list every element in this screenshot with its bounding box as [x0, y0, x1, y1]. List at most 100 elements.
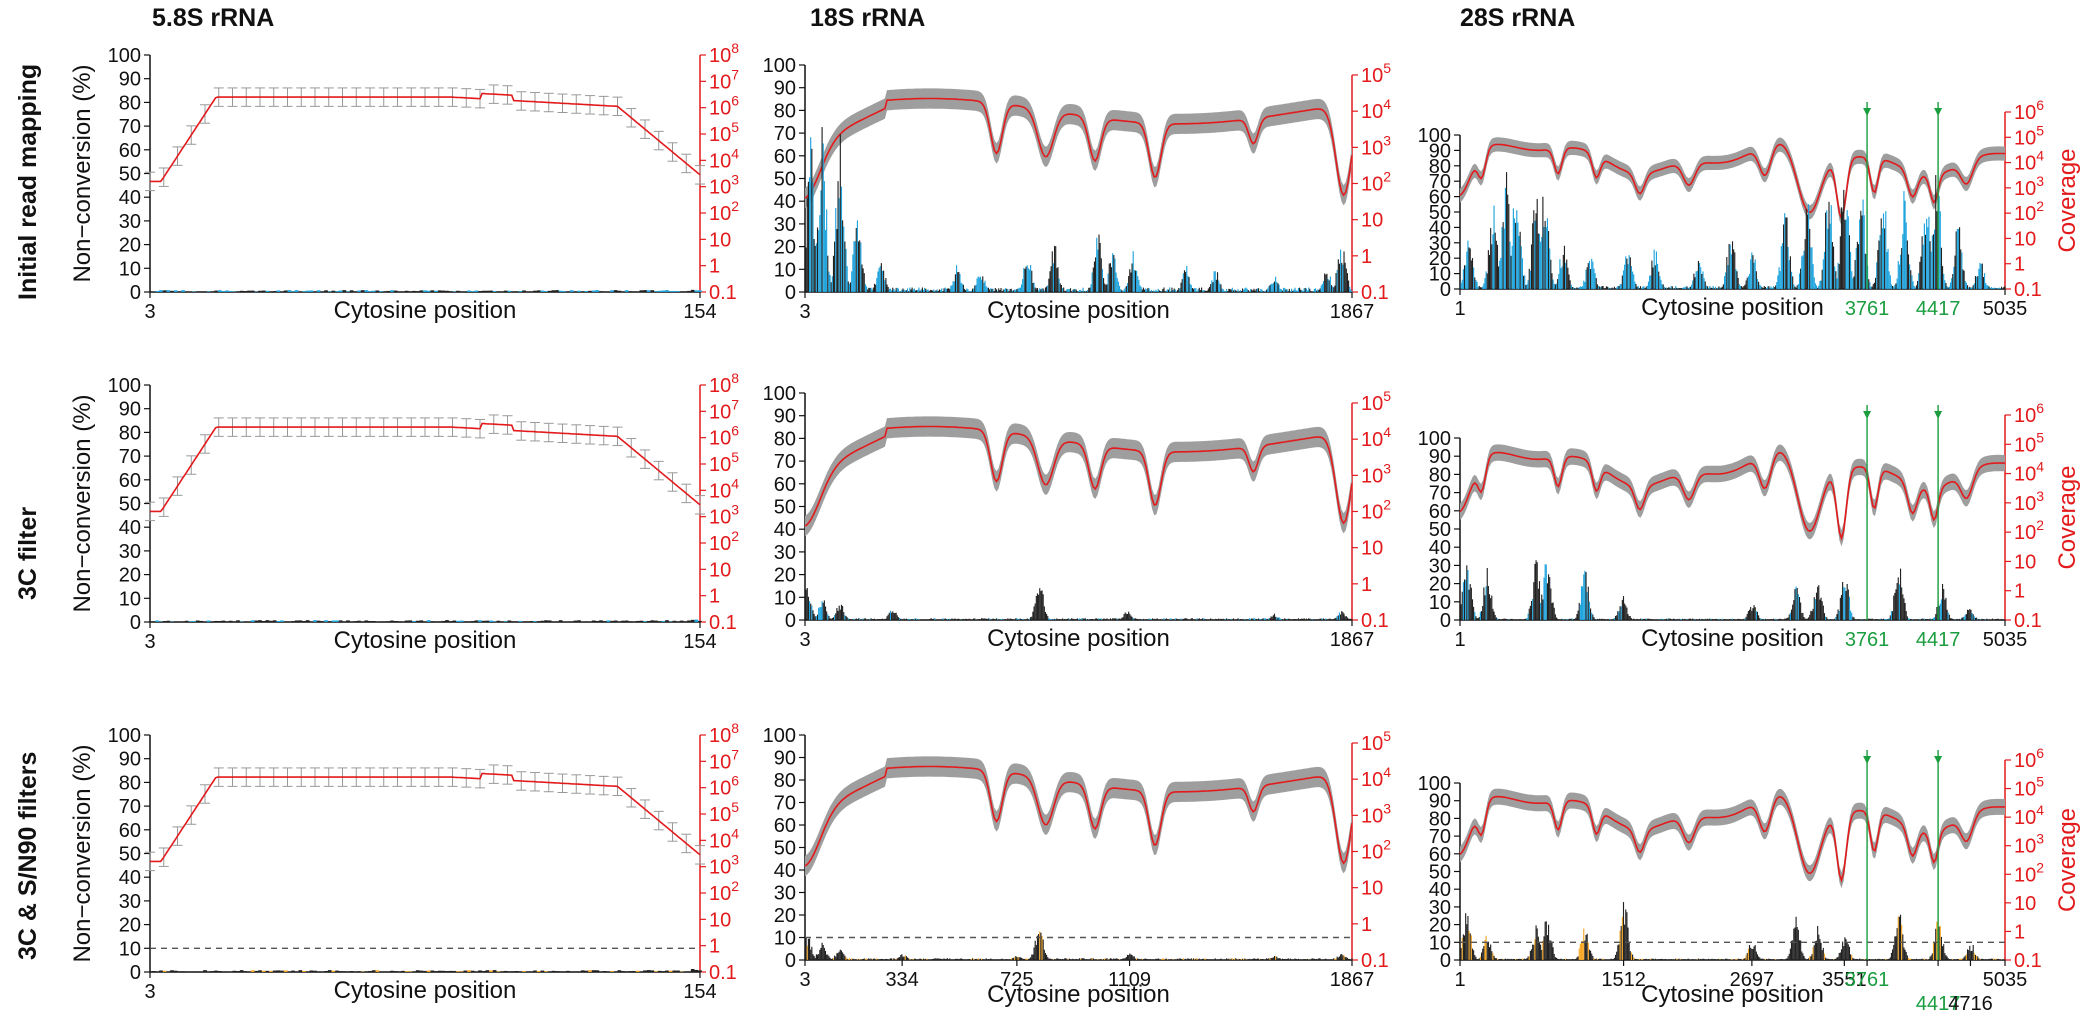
- nonconversion-bar: [1804, 958, 1806, 960]
- x-tick-label: 2697: [1730, 969, 1775, 991]
- nonconversion-bar: [1934, 229, 1936, 289]
- nonconversion-bar: [854, 619, 856, 620]
- nonconversion-bar: [880, 958, 882, 960]
- nonconversion-bar: [1269, 285, 1271, 292]
- nonconversion-bar: [1590, 269, 1592, 289]
- nonconversion-bar: [254, 620, 259, 622]
- nonconversion-bar: [1906, 240, 1908, 289]
- nonconversion-bar: [1909, 958, 1911, 960]
- nonconversion-bar: [1964, 614, 1966, 620]
- nonconversion-bar: [1787, 246, 1789, 289]
- nonconversion-bar: [540, 620, 545, 622]
- nonconversion-bar: [1017, 288, 1019, 292]
- nonconversion-bar: [940, 289, 942, 292]
- nonconversion-bar: [1675, 286, 1677, 289]
- nonconversion-bar: [1555, 283, 1558, 289]
- nonconversion-bar: [822, 143, 824, 292]
- nonconversion-bar: [880, 619, 882, 620]
- nonconversion-bar: [1633, 274, 1635, 289]
- nonconversion-bar: [1970, 287, 1972, 289]
- nonconversion-bar: [851, 271, 853, 292]
- nonconversion-bar: [889, 610, 892, 620]
- nonconversion-bar: [1165, 958, 1167, 960]
- nonconversion-bar: [1199, 619, 1202, 620]
- nonconversion-bar: [1878, 619, 1880, 620]
- nonconversion-bar: [827, 614, 829, 620]
- nonconversion-bar: [1946, 956, 1948, 960]
- nonconversion-bar: [928, 959, 930, 960]
- nonconversion-bar: [851, 619, 853, 620]
- nonconversion-bar: [1469, 248, 1471, 289]
- nonconversion-bar: [1083, 958, 1085, 960]
- nonconversion-bar: [992, 288, 994, 292]
- nonconversion-bar: [1230, 289, 1232, 292]
- nonconversion-bar: [938, 289, 941, 292]
- nonconversion-bar: [1775, 618, 1777, 620]
- nonconversion-bar: [1834, 266, 1836, 289]
- nonconversion-bar: [1827, 619, 1829, 620]
- nonconversion-bar: [810, 949, 812, 960]
- nonconversion-bar: [1231, 287, 1233, 292]
- nonconversion-bar: [1739, 619, 1742, 620]
- nonconversion-bar: [1344, 616, 1346, 620]
- nonconversion-bar: [1737, 958, 1739, 960]
- nonconversion-bar: [815, 954, 817, 960]
- nonconversion-bar: [1678, 958, 1680, 960]
- nonconversion-bar: [1926, 959, 1928, 960]
- nonconversion-bar: [1467, 916, 1469, 960]
- nonconversion-bar: [991, 288, 993, 292]
- nonconversion-bar: [1593, 958, 1595, 960]
- y-tick-label: 70: [119, 796, 141, 818]
- nonconversion-bar: [1953, 266, 1955, 289]
- nonconversion-bar: [1717, 287, 1719, 289]
- nonconversion-bar: [1066, 289, 1068, 292]
- nonconversion-bar: [1139, 285, 1141, 292]
- nonconversion-bar: [899, 957, 901, 960]
- nonconversion-bar: [830, 282, 832, 292]
- nonconversion-bar: [1669, 959, 1671, 960]
- nonconversion-bar: [953, 281, 955, 292]
- nonconversion-bar: [566, 621, 570, 622]
- nonconversion-bar: [1845, 219, 1847, 289]
- nonconversion-bar: [1142, 287, 1145, 292]
- nonconversion-bar: [1262, 291, 1264, 292]
- nonconversion-bar: [1558, 619, 1560, 620]
- nonconversion-bar: [959, 958, 961, 960]
- nonconversion-bar: [1751, 948, 1753, 960]
- nonconversion-bar: [1980, 958, 1982, 960]
- nonconversion-bar: [831, 617, 833, 620]
- nonconversion-bar: [1755, 611, 1757, 620]
- nonconversion-bar: [892, 611, 894, 620]
- nonconversion-bar: [808, 601, 811, 620]
- nonconversion-bar: [1271, 283, 1273, 292]
- nonconversion-bar: [974, 285, 976, 292]
- nonconversion-bar: [1244, 958, 1246, 960]
- y-tick-label: 20: [774, 905, 796, 927]
- nonconversion-bar: [1085, 959, 1088, 960]
- nonconversion-bar: [1716, 618, 1718, 620]
- nonconversion-bar: [1970, 951, 1972, 960]
- nonconversion-bar: [408, 971, 413, 972]
- nonconversion-bar: [1851, 955, 1853, 960]
- nonconversion-bar: [930, 618, 933, 620]
- nonconversion-bar: [1979, 262, 1981, 289]
- nonconversion-bar: [1767, 619, 1769, 620]
- nonconversion-bar: [1016, 957, 1018, 960]
- nonconversion-bar: [485, 970, 490, 972]
- nonconversion-bar: [1621, 917, 1623, 960]
- nonconversion-bar: [1035, 595, 1037, 620]
- nonconversion-bar: [1758, 615, 1760, 620]
- coverage-line: [150, 422, 701, 513]
- nonconversion-bar: [1242, 288, 1244, 292]
- nonconversion-bar: [1186, 265, 1188, 292]
- nonconversion-bar: [1177, 289, 1179, 292]
- nonconversion-bar: [1252, 618, 1254, 620]
- nonconversion-bar: [1077, 291, 1080, 292]
- nonconversion-bar: [1136, 618, 1138, 620]
- nonconversion-bar: [181, 971, 185, 972]
- nonconversion-bar: [1204, 619, 1206, 620]
- nonconversion-bar: [813, 239, 815, 292]
- nonconversion-bar: [1668, 959, 1670, 960]
- nonconversion-bar: [1632, 619, 1634, 620]
- nonconversion-bar: [1770, 286, 1772, 289]
